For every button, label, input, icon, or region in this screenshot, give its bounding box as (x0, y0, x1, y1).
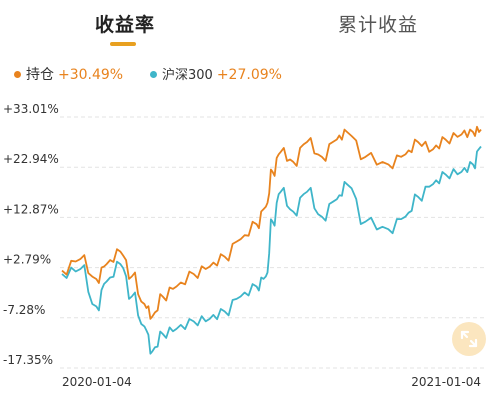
tab-cumulative-return[interactable]: 累计收益 (338, 14, 419, 36)
y-tick-label: +12.87% (3, 202, 59, 216)
active-tab-indicator (110, 42, 136, 46)
x-tick-label: 2021-01-04 (411, 375, 481, 389)
legend-dot-holdings (14, 70, 21, 78)
chart-lines (61, 125, 482, 355)
expand-chart-button[interactable] (452, 322, 486, 356)
legend-dot-csi300 (150, 70, 157, 78)
series-line-csi300 (61, 145, 482, 355)
y-axis-labels: +33.01% +22.94% +12.87% +2.79% -7.28% -17.35% (3, 102, 59, 367)
chart-grid (60, 116, 486, 369)
legend-item-holdings: 持仓 +30.49% (14, 64, 123, 84)
y-tick-label: -17.35% (3, 353, 53, 367)
series-line-holdings (61, 125, 482, 320)
tab-return-rate[interactable]: 收益率 (95, 14, 156, 36)
legend-value: +30.49% (58, 67, 124, 83)
y-tick-label: +33.01% (3, 102, 59, 116)
y-tick-label: -7.28% (3, 303, 45, 317)
expand-icon (460, 330, 478, 348)
x-tick-label: 2020-01-04 (62, 375, 132, 389)
y-tick-label: +2.79% (3, 253, 51, 267)
legend-name: 沪深300 (162, 68, 213, 83)
tab-bar: 收益率 累计收益 (0, 0, 500, 50)
x-axis-labels: 2020-01-04 2021-01-04 (62, 375, 481, 389)
legend-item-csi300: 沪深300 +27.09% (150, 64, 282, 83)
y-tick-label: +22.94% (3, 152, 59, 166)
legend-value: +27.09% (216, 67, 282, 83)
legend-name: 持仓 (26, 67, 54, 83)
